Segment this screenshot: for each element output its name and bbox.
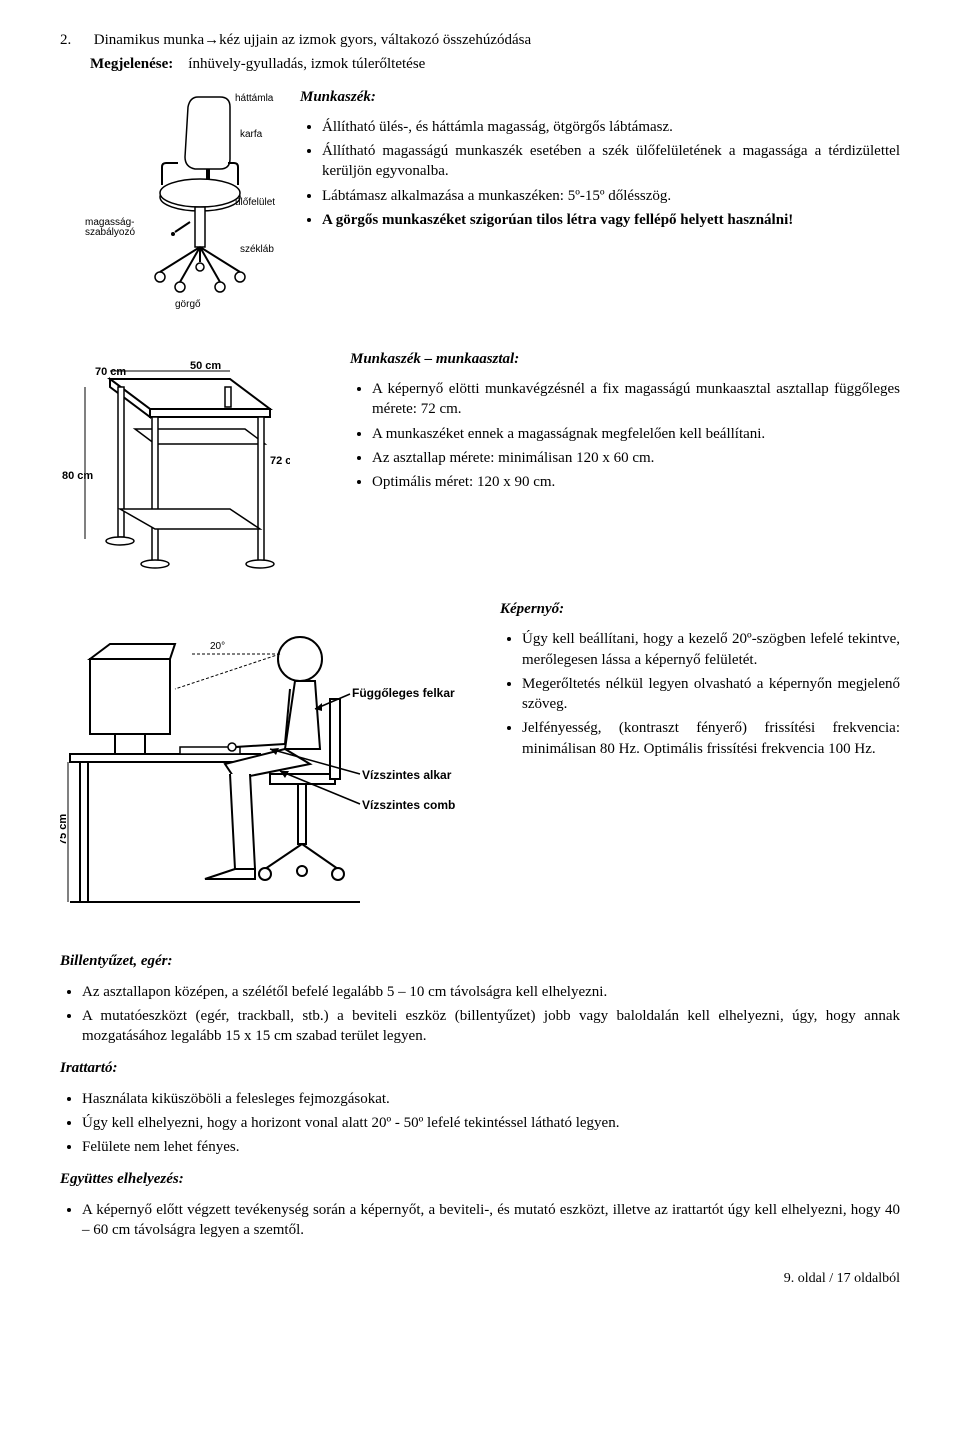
kepernyo-text: Képernyő: Úgy kell beállítani, hogy a ke… xyxy=(500,599,900,925)
list-item: Jelfényesség, (kontraszt fényerő) frissí… xyxy=(522,718,900,759)
munkaszek-text: Munkaszék: Állítható ülés-, és háttámla … xyxy=(300,87,900,323)
angle-20: 20° xyxy=(210,641,225,652)
list-item: Állítható ülés-, és háttámla magasság, ö… xyxy=(322,117,900,137)
label-comb: Vízszintes comb xyxy=(362,798,455,812)
subtitle-label: Megjelenése: xyxy=(90,56,173,72)
list-item: A képernyő előtt végzett tevékenység sor… xyxy=(82,1200,900,1241)
chair-diagram: háttámla karfa ülőfelület magasság- szab… xyxy=(80,87,280,323)
munkaasztal-heading: Munkaszék – munkaasztal: xyxy=(350,349,900,369)
billentyuzet-list: Az asztallapon középen, a szélétől befel… xyxy=(60,982,900,1047)
subtitle-text: ínhüvely-gyulladás, izmok túlerőltetése xyxy=(188,56,425,72)
dim-72: 72 cm xyxy=(270,455,290,467)
munkaasztal-list: A képernyő elötti munkavégzésnél a fix m… xyxy=(350,379,900,492)
section-title: 2. Dinamikus munka→kéz ujjain az izmok g… xyxy=(60,30,900,50)
label-ulofelulet: ülőfelület xyxy=(235,197,275,208)
list-item: A képernyő elötti munkavégzésnél a fix m… xyxy=(372,379,900,420)
list-item: Optimális méret: 120 x 90 cm. xyxy=(372,472,900,492)
kepernyo-heading: Képernyő: xyxy=(500,599,900,619)
irattarto-heading: Irattartó: xyxy=(60,1058,900,1078)
list-item: Úgy kell beállítani, hogy a kezelő 20º-s… xyxy=(522,629,900,670)
posture-diagram: 20° xyxy=(60,599,480,925)
label-magassag: magasság- szabályozó xyxy=(85,217,137,238)
dim-75: 75 cm xyxy=(60,814,69,845)
desk-diagram: 70 cm 50 cm 80 cm 72 cm xyxy=(60,349,290,575)
label-karfa: karfa xyxy=(240,129,263,140)
munkaszek-list: Állítható ülés-, és háttámla magasság, ö… xyxy=(300,117,900,230)
egyuttes-section: Együttes elhelyezés: A képernyő előtt vé… xyxy=(60,1169,900,1240)
dim-80: 80 cm xyxy=(62,470,93,482)
list-item: Az asztallapon középen, a szélétől befel… xyxy=(82,982,900,1002)
list-item: A mutatóeszközt (egér, trackball, stb.) … xyxy=(82,1006,900,1047)
page-footer: 9. oldal / 17 oldalból xyxy=(60,1270,900,1289)
dim-50: 50 cm xyxy=(190,360,221,372)
egyuttes-list: A képernyő előtt végzett tevékenység sor… xyxy=(60,1200,900,1241)
label-hattamla: háttámla xyxy=(235,93,274,104)
irattarto-section: Irattartó: Használata kiküszöböli a fele… xyxy=(60,1058,900,1157)
munkaszek-heading: Munkaszék: xyxy=(300,87,900,107)
label-alkar: Vízszintes alkar xyxy=(362,768,452,782)
list-item: Felülete nem lehet fényes. xyxy=(82,1137,900,1157)
list-item: Az asztallap mérete: minimálisan 120 x 6… xyxy=(372,448,900,468)
section-title-text: Dinamikus munka→kéz ujjain az izmok gyor… xyxy=(94,32,531,48)
list-item: Állítható magasságú munkaszék esetében a… xyxy=(322,141,900,182)
irattarto-list: Használata kiküszöböli a felesleges fejm… xyxy=(60,1089,900,1158)
list-item: A munkaszéket ennek a magasságnak megfel… xyxy=(372,424,900,444)
kepernyo-list: Úgy kell beállítani, hogy a kezelő 20º-s… xyxy=(500,629,900,759)
munkaasztal-text: Munkaszék – munkaasztal: A képernyő elöt… xyxy=(310,349,900,575)
list-item: Használata kiküszöböli a felesleges fejm… xyxy=(82,1089,900,1109)
list-item: A görgős munkaszéket szigorúan tilos lét… xyxy=(322,210,900,230)
list-item: Lábtámasz alkalmazása a munkaszéken: 5º-… xyxy=(322,186,900,206)
chair-section: háttámla karfa ülőfelület magasság- szab… xyxy=(60,87,900,323)
list-item: Úgy kell elhelyezni, hogy a horizont von… xyxy=(82,1113,900,1133)
section-number: 2. xyxy=(60,30,90,50)
billentyuzet-section: Billentyűzet, egér: Az asztallapon közép… xyxy=(60,951,900,1046)
label-szeklab: székláb xyxy=(240,244,274,255)
list-item: Megerőltetés nélkül legyen olvasható a k… xyxy=(522,674,900,715)
desk-section: 70 cm 50 cm 80 cm 72 cm Munkaszék – munk… xyxy=(60,349,900,575)
dim-70: 70 cm xyxy=(95,366,126,378)
posture-section: 20° xyxy=(60,599,900,925)
billentyuzet-heading: Billentyűzet, egér: xyxy=(60,951,900,971)
label-gorgo: görgő xyxy=(175,299,201,310)
section-subtitle: Megjelenése: ínhüvely-gyulladás, izmok t… xyxy=(90,54,900,74)
egyuttes-heading: Együttes elhelyezés: xyxy=(60,1169,900,1189)
label-felkar: Függőleges felkar xyxy=(352,686,455,700)
